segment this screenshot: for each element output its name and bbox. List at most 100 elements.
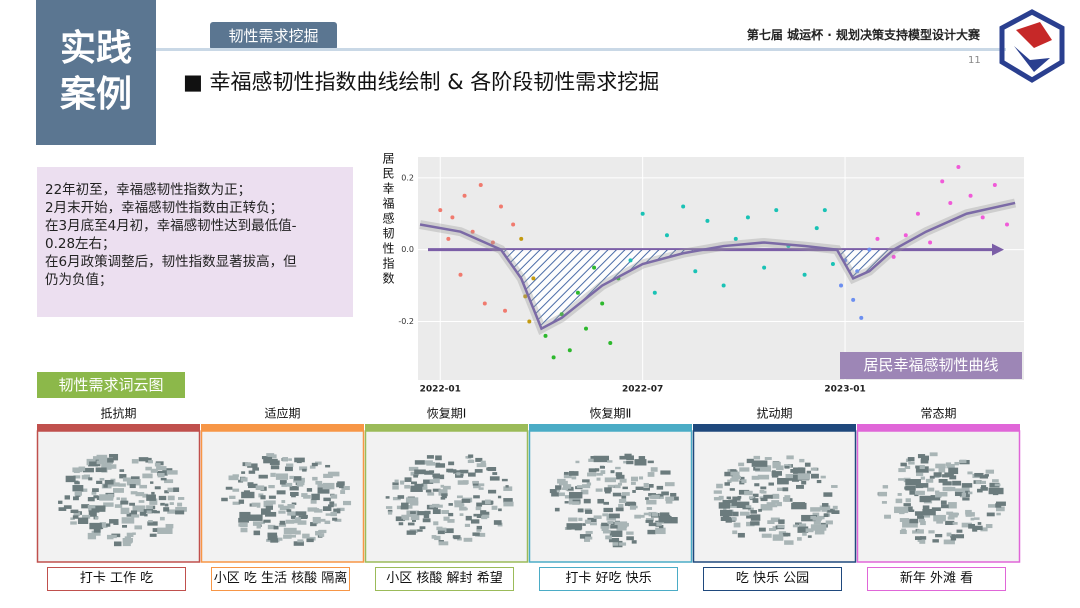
cloud-word bbox=[746, 514, 754, 519]
cloud-word bbox=[315, 530, 322, 536]
cloud-word bbox=[908, 461, 915, 465]
cloud-word bbox=[114, 504, 123, 508]
cloud-word bbox=[823, 513, 829, 518]
cloud-word bbox=[725, 518, 732, 523]
cloud-word bbox=[260, 495, 266, 500]
cloud-word bbox=[946, 463, 955, 469]
point bbox=[705, 218, 710, 223]
cloud-word bbox=[730, 478, 739, 482]
cloud-word bbox=[631, 540, 637, 544]
y-axis-label: 居民幸福感韧性指数 bbox=[381, 152, 395, 287]
cloud-word bbox=[333, 508, 341, 514]
summary-line: 0.28左右； bbox=[45, 236, 116, 252]
cloud-word bbox=[435, 463, 446, 468]
cloud-word bbox=[628, 502, 637, 507]
cloud-word bbox=[432, 473, 440, 478]
cloud-word bbox=[448, 461, 455, 466]
cloud-word bbox=[638, 456, 646, 461]
cloud-word bbox=[825, 520, 833, 525]
cloud-word bbox=[556, 489, 561, 492]
badge: 实践 案例 bbox=[36, 0, 156, 145]
cloud-word bbox=[723, 508, 727, 511]
point bbox=[519, 236, 524, 241]
cloud-word bbox=[92, 532, 101, 536]
cloud-word bbox=[942, 481, 952, 486]
point bbox=[681, 204, 686, 209]
cloud-word bbox=[256, 525, 261, 529]
cloud-word bbox=[73, 475, 81, 479]
cloud-word bbox=[287, 503, 295, 509]
keyword-box: 小区 核酸 解封 希望 bbox=[375, 567, 514, 591]
cloud-word bbox=[113, 522, 119, 525]
cloud-word bbox=[729, 488, 735, 491]
cloud-word bbox=[396, 505, 402, 510]
cloud-word bbox=[88, 477, 93, 481]
cloud-word bbox=[311, 493, 320, 501]
cloud-word bbox=[270, 538, 279, 543]
cloud-word bbox=[434, 535, 441, 541]
cloud-word bbox=[119, 469, 125, 472]
cloud-word bbox=[95, 467, 107, 473]
cloud-word bbox=[585, 509, 593, 514]
cloud-word bbox=[732, 530, 738, 535]
cloud-word bbox=[318, 529, 327, 534]
cloud-word bbox=[103, 502, 114, 507]
cloud-word bbox=[279, 480, 287, 485]
cloud-word bbox=[884, 514, 891, 519]
cloud-word bbox=[716, 483, 723, 489]
cloud-word bbox=[501, 478, 508, 482]
cloud-word bbox=[902, 521, 918, 528]
cloud-word bbox=[629, 505, 636, 510]
cloud-word bbox=[772, 470, 776, 473]
cloud-word bbox=[385, 496, 390, 499]
cloud-word bbox=[557, 478, 566, 484]
badge-line: 案例 bbox=[59, 74, 132, 115]
cloud-word bbox=[58, 507, 67, 511]
cloud-word bbox=[730, 517, 737, 521]
cloud-word bbox=[643, 512, 650, 516]
cloud-word bbox=[322, 506, 332, 511]
cloud-word bbox=[310, 499, 317, 504]
cloud-word bbox=[169, 502, 174, 505]
cloud-word bbox=[736, 475, 741, 480]
cloud-word bbox=[626, 536, 634, 541]
point bbox=[462, 193, 467, 198]
phase-bar bbox=[529, 424, 692, 431]
cloud-word bbox=[948, 513, 958, 518]
cloud-word bbox=[163, 507, 170, 512]
cloud-word bbox=[94, 516, 99, 520]
cloud-word bbox=[312, 476, 318, 481]
cloud-word bbox=[281, 500, 286, 504]
cloud-word bbox=[657, 493, 664, 497]
point bbox=[875, 236, 880, 241]
cloud-word bbox=[154, 486, 161, 490]
cloud-word bbox=[727, 479, 732, 483]
word-cloud bbox=[221, 453, 352, 546]
cloud-word bbox=[584, 519, 592, 524]
cloud-word bbox=[937, 491, 948, 497]
phase-name: 扰动期 bbox=[756, 407, 792, 421]
cloud-word bbox=[810, 507, 821, 512]
cloud-word bbox=[816, 479, 822, 484]
cloud-word bbox=[438, 541, 449, 546]
cloud-word bbox=[643, 482, 649, 488]
cloud-word bbox=[461, 498, 471, 503]
cloud-word bbox=[267, 535, 278, 541]
cloud-word bbox=[310, 522, 317, 527]
cloud-word bbox=[232, 488, 240, 492]
cloud-word bbox=[754, 483, 760, 487]
cloud-word bbox=[810, 467, 816, 471]
cloud-word bbox=[563, 484, 572, 489]
cloud-word bbox=[456, 495, 463, 499]
point bbox=[583, 326, 588, 331]
cloud-word bbox=[944, 472, 954, 478]
cloud-word bbox=[330, 511, 337, 517]
cloud-word bbox=[285, 482, 293, 487]
cloud-word bbox=[476, 528, 482, 532]
cloud-word bbox=[831, 510, 840, 515]
cloud-word bbox=[571, 476, 577, 480]
cloud-word bbox=[651, 512, 659, 517]
cloud-word bbox=[385, 506, 393, 509]
cloud-word bbox=[905, 498, 911, 503]
cloud-word bbox=[564, 495, 571, 499]
